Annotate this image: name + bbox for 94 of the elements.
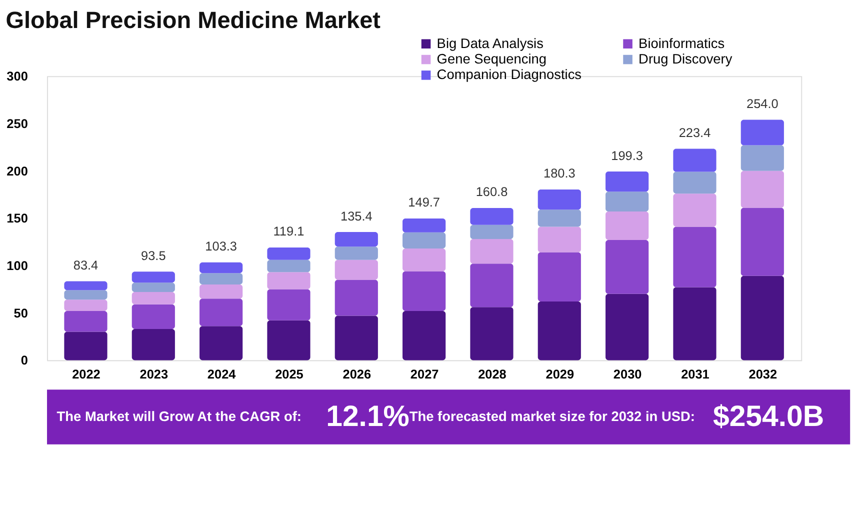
- total-label: 160.8: [476, 184, 508, 200]
- x-tick-label: 2028: [478, 366, 506, 382]
- bar: [740, 208, 784, 276]
- bar: [64, 290, 108, 300]
- bar: [538, 252, 581, 302]
- bar: [334, 280, 378, 316]
- bar: [334, 260, 378, 280]
- x-tick-label: 2022: [72, 366, 100, 382]
- total-label: 149.7: [408, 194, 440, 210]
- bar: [334, 232, 378, 247]
- bar: [606, 172, 649, 192]
- total-label: 135.4: [340, 208, 372, 224]
- text: 12.1%: [326, 400, 410, 433]
- y-tick-label: 150: [6, 210, 28, 226]
- total-label: 93.5: [141, 248, 166, 263]
- bar: [132, 272, 175, 283]
- x-tick-label: 2023: [140, 366, 168, 382]
- total-label: 103.3: [205, 238, 237, 254]
- bar: [64, 300, 108, 311]
- y-tick-label: 300: [6, 68, 28, 84]
- bar: [132, 304, 175, 329]
- total-label: 199.3: [611, 148, 643, 163]
- bar: [538, 210, 581, 227]
- bar: [132, 292, 175, 304]
- x-tick-label: 2029: [546, 366, 574, 382]
- bar: [64, 281, 108, 290]
- bar: [606, 240, 649, 294]
- bar: [673, 226, 716, 288]
- total-label: 223.4: [678, 124, 711, 140]
- legend-label: Companion Diagnostics: [436, 67, 582, 82]
- bar: [470, 224, 514, 240]
- y-tick-label: 200: [6, 163, 28, 178]
- total-label: 83.4: [73, 257, 98, 272]
- bar: [267, 272, 310, 290]
- bar: [606, 212, 649, 240]
- bar: [267, 289, 310, 320]
- bar: [470, 239, 514, 264]
- bar: [673, 194, 716, 227]
- bar: [402, 232, 446, 248]
- bar: [470, 307, 514, 360]
- x-tick-label: 2027: [410, 366, 439, 382]
- bar: [538, 190, 581, 210]
- bar: [267, 320, 310, 360]
- bar: [538, 226, 581, 252]
- bar: [200, 273, 243, 284]
- bar: [470, 208, 514, 225]
- bar: [64, 310, 108, 332]
- text: The Market will Grow At the CAGR of:: [56, 408, 302, 424]
- y-tick-label: 50: [14, 305, 28, 320]
- bar: [740, 276, 784, 360]
- bar: [334, 316, 378, 360]
- bar: [267, 247, 310, 260]
- bar: [334, 246, 378, 260]
- text: The forecasted market size for 2032 in USD:: [409, 408, 695, 424]
- x-tick-label: 2026: [342, 366, 372, 382]
- y-tick-label: 100: [6, 258, 28, 273]
- bar: [740, 145, 784, 171]
- bar: [673, 287, 716, 360]
- x-tick-label: 2031: [681, 366, 710, 382]
- bar: [200, 298, 243, 326]
- bar: [606, 294, 649, 360]
- bar: [470, 264, 514, 308]
- bar: [402, 218, 446, 232]
- bar: [200, 262, 243, 274]
- bar: [267, 260, 310, 272]
- bar: [64, 332, 108, 360]
- total-label: 180.3: [543, 166, 576, 181]
- x-tick-label: 2030: [613, 366, 642, 382]
- bar: [740, 170, 784, 208]
- chart-title: Global Precision Medicine Market: [6, 7, 381, 34]
- bar: [673, 172, 716, 194]
- x-tick-label: 2032: [748, 366, 778, 382]
- legend-label: Drug Discovery: [638, 51, 732, 66]
- bar: [402, 271, 446, 311]
- bar: [200, 326, 243, 360]
- x-tick-label: 2025: [275, 366, 304, 382]
- bar: [132, 328, 175, 360]
- bar: [740, 120, 784, 146]
- bar: [200, 284, 243, 299]
- text: $254.0B: [712, 400, 824, 433]
- bar: [402, 248, 446, 272]
- legend-label: Big Data Analysis: [436, 36, 544, 51]
- bar: [606, 192, 649, 212]
- x-tick-label: 2024: [207, 366, 236, 382]
- total-label: 254.0: [746, 96, 778, 111]
- bar: [538, 302, 581, 360]
- total-label: 119.1: [273, 224, 304, 239]
- legend-label: Bioinformatics: [638, 36, 725, 51]
- y-tick-label: 0: [20, 352, 28, 368]
- bar: [673, 148, 716, 172]
- legend-label: Gene Sequencing: [436, 51, 547, 66]
- y-tick-label: 250: [6, 116, 28, 131]
- bar: [132, 282, 175, 292]
- bar: [402, 310, 446, 360]
